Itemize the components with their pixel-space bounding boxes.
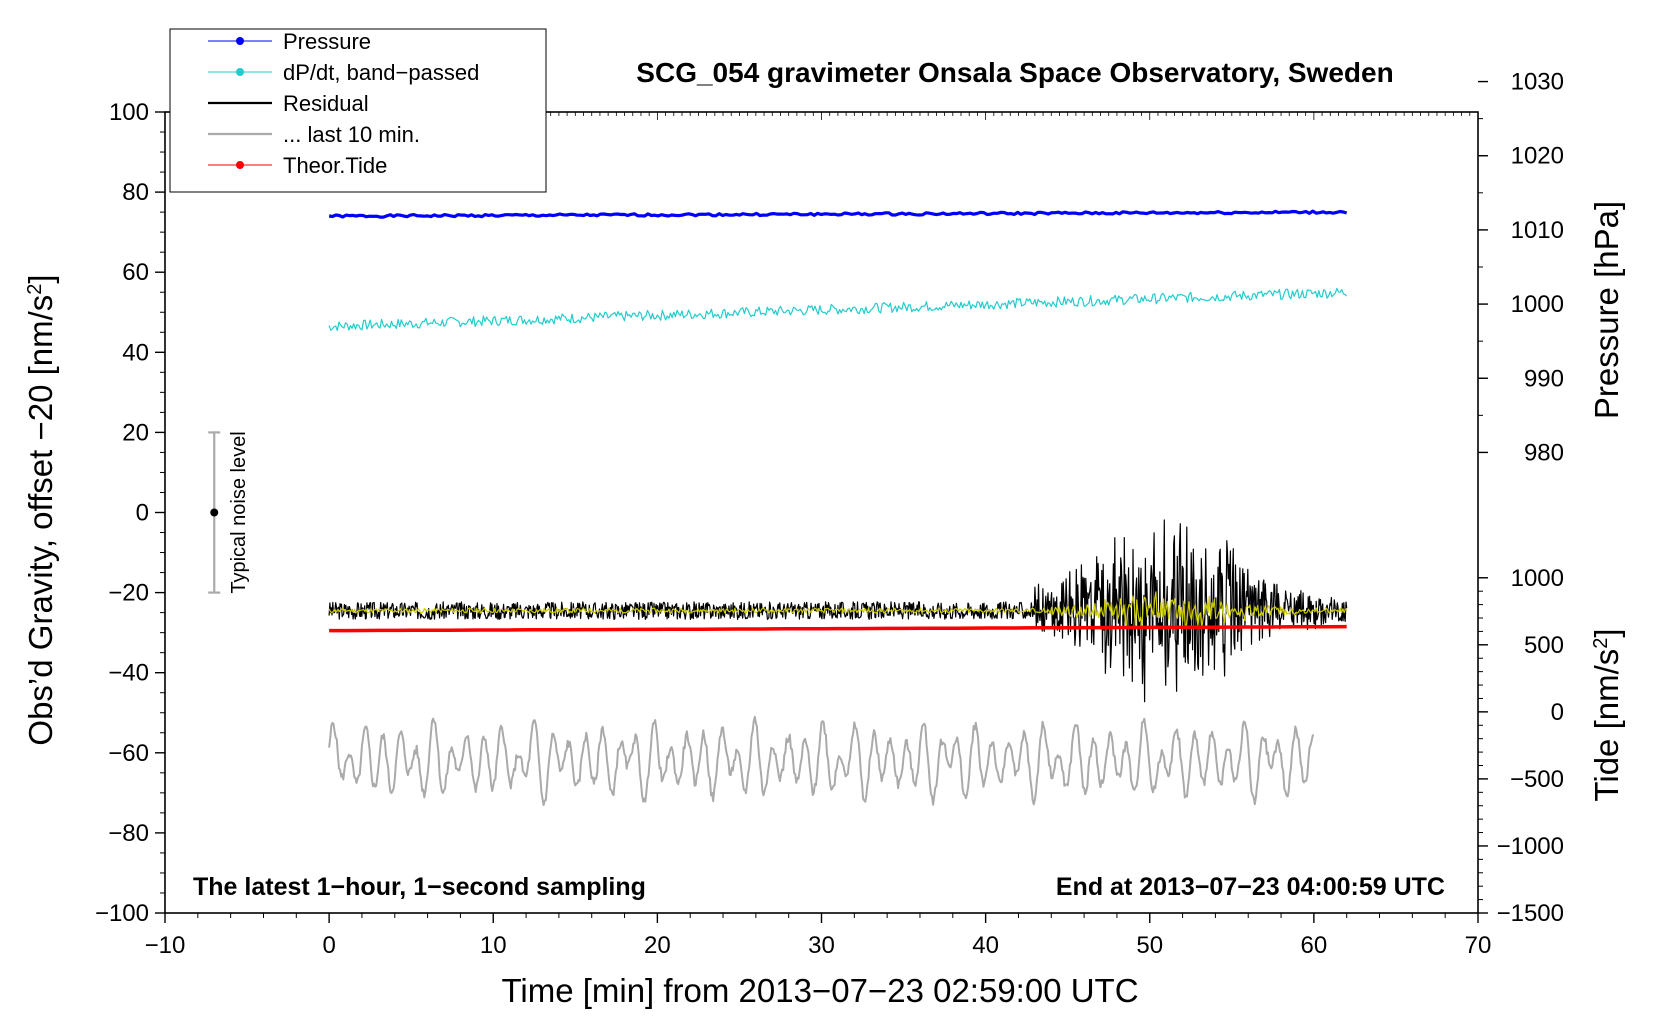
y-axis-label-tide-close: ] — [1588, 628, 1625, 637]
pressure-tick-label: 1010 — [1511, 217, 1564, 244]
legend-label: Residual — [283, 91, 369, 116]
tide-tick-label: 500 — [1524, 632, 1564, 659]
y-tick-label: 20 — [122, 419, 149, 446]
y-tick-label: −100 — [95, 900, 149, 927]
y-axis-label-gravity-sup: 2 — [24, 284, 46, 295]
x-axis-label: Time [min] from 2013−07−23 02:59:00 UTC — [501, 972, 1138, 1009]
tide-tick-label: −1000 — [1497, 833, 1564, 860]
x-tick-label: 50 — [1136, 932, 1163, 959]
pressure-tick-label: 1030 — [1511, 69, 1564, 96]
x-tick-label: 30 — [808, 932, 835, 959]
legend-swatch-marker — [236, 161, 244, 169]
x-tick-label: 20 — [644, 932, 671, 959]
legend-label: dP/dt, band−passed — [283, 60, 479, 85]
series-line-0 — [328, 209, 1348, 219]
y-tick-label: 60 — [122, 259, 149, 286]
x-tick-label: 70 — [1465, 932, 1492, 959]
tide-tick-label: −1500 — [1497, 900, 1564, 927]
x-tick-label: −10 — [145, 932, 186, 959]
x-tick-label: 0 — [322, 932, 335, 959]
noise-bar-label: Typical noise level — [228, 431, 250, 593]
chart-title: SCG_054 gravimeter Onsala Space Observat… — [636, 57, 1393, 88]
legend-swatch-marker — [236, 37, 244, 45]
series-line-5 — [329, 624, 1347, 633]
tide-tick-label: 1000 — [1511, 565, 1564, 592]
x-tick-label: 60 — [1301, 932, 1328, 959]
tide-tick-label: −500 — [1510, 766, 1564, 793]
y-tick-label: 0 — [136, 500, 149, 527]
annotation-end-time: End at 2013−07−23 04:00:59 UTC — [1056, 873, 1445, 901]
series-line-4 — [328, 715, 1315, 806]
y-tick-label: 100 — [109, 99, 149, 126]
y-tick-label: −40 — [108, 660, 149, 687]
series-line-3 — [328, 591, 1348, 629]
series-line-1 — [328, 287, 1348, 331]
legend-label: ... last 10 min. — [283, 122, 420, 147]
y-tick-label: 40 — [122, 339, 149, 366]
noise-bar: Typical noise level — [208, 431, 250, 594]
legend: Pressure dP/dt, band−passed Residual ... la… — [169, 28, 547, 193]
y-tick-label: −80 — [108, 820, 149, 847]
y-tick-label: −60 — [108, 740, 149, 767]
y-axis-label-gravity-close: ] — [22, 274, 59, 283]
pressure-tick-label: 1000 — [1511, 291, 1564, 318]
y-axis-label-tide-sup: 2 — [1590, 638, 1612, 649]
x-tick-label: 40 — [972, 932, 999, 959]
x-tick-label: 10 — [480, 932, 507, 959]
series-layer — [328, 209, 1348, 806]
noise-bar-center — [210, 508, 219, 517]
annotation-sampling: The latest 1−hour, 1−second sampling — [193, 873, 646, 901]
y-axis-label-gravity-text: Obs’d Gravity, offset −20 [nm/s — [22, 295, 59, 746]
y-axis-label-tide: Tide [nm/s2] — [1588, 628, 1625, 801]
axis-ticks: −10 0 10 20 30 40 50 60 70−100−80−60−40−20020406… — [95, 69, 1564, 959]
y-tick-label: 80 — [122, 179, 149, 206]
y-tick-label: −20 — [108, 580, 149, 607]
pressure-tick-label: 990 — [1524, 365, 1564, 392]
y-axis-label-gravity: Obs’d Gravity, offset −20 [nm/s2] — [22, 274, 59, 745]
y-axis-label-tide-text: Tide [nm/s — [1588, 649, 1625, 802]
legend-label: Theor.Tide — [283, 153, 387, 178]
y-axis-label-pressure: Pressure [hPa] — [1588, 201, 1625, 419]
pressure-tick-label: 1020 — [1511, 143, 1564, 170]
tide-tick-label: 0 — [1551, 699, 1564, 726]
legend-swatch-marker — [236, 68, 244, 76]
pressure-tick-label: 980 — [1524, 439, 1564, 466]
legend-label: Pressure — [283, 29, 371, 54]
